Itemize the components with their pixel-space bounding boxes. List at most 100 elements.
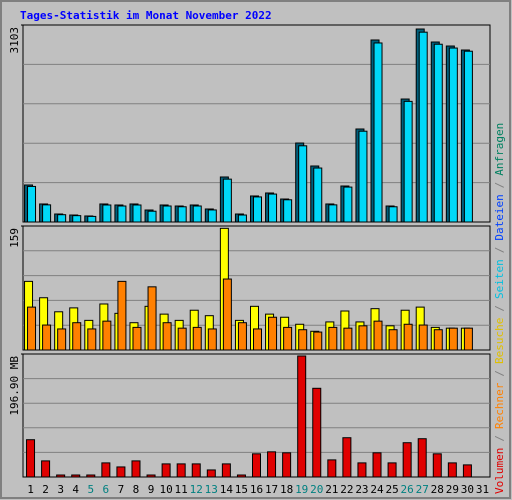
x-tick-label: 6: [103, 483, 110, 496]
legend-separator: /: [493, 305, 506, 312]
bar: [177, 327, 187, 351]
legend-separator: /: [493, 182, 506, 189]
legend-entry: Seiten: [493, 259, 506, 299]
legend-separator: /: [493, 247, 506, 254]
bar: [192, 326, 202, 351]
x-tick-label: 30: [461, 483, 474, 496]
bar: [206, 469, 216, 478]
bar: [358, 130, 368, 223]
bar: [117, 205, 127, 223]
y-tick-label: 3103: [8, 27, 21, 54]
x-tick-label: 5: [87, 483, 94, 496]
bar: [237, 322, 247, 351]
bar: [41, 460, 51, 478]
bar: [463, 50, 473, 223]
x-tick-label: 25: [385, 483, 398, 496]
x-tick-label: 13: [205, 483, 218, 496]
bar: [433, 43, 443, 223]
x-tick-label: 28: [431, 483, 444, 496]
bar: [102, 204, 112, 223]
bar: [463, 327, 473, 351]
legend-separator: /: [493, 370, 506, 377]
bar: [221, 463, 231, 478]
bar: [298, 145, 308, 223]
bar: [176, 463, 186, 478]
x-tick-label: 12: [190, 483, 203, 496]
x-tick-label: 9: [148, 483, 155, 496]
bar: [72, 322, 82, 351]
x-tick-label: 18: [280, 483, 293, 496]
x-tick-label: 22: [340, 483, 353, 496]
bar: [253, 196, 262, 223]
bar: [432, 453, 442, 478]
bar: [162, 205, 172, 223]
bar: [146, 474, 156, 478]
x-tick-label: 8: [133, 483, 140, 496]
bar: [252, 453, 261, 478]
legend: Volumen / Rechner / Besuche / Seiten / Dateien / A…: [493, 123, 506, 494]
x-tick-label: 21: [325, 483, 338, 496]
bar: [418, 324, 428, 351]
bar: [282, 452, 292, 478]
bar: [372, 452, 382, 478]
bar: [192, 205, 202, 223]
legend-entry: Besuche: [493, 318, 506, 364]
bar: [162, 322, 172, 351]
bar: [267, 451, 277, 478]
bar: [403, 323, 413, 351]
bar: [403, 100, 413, 223]
bar: [358, 325, 368, 351]
x-tick-label: 11: [175, 483, 188, 496]
x-tick-label: 20: [310, 483, 323, 496]
bar: [388, 329, 398, 351]
bar: [101, 462, 111, 478]
bar: [207, 328, 217, 351]
x-tick-label: 14: [220, 483, 234, 496]
bar: [357, 462, 367, 478]
bar: [373, 320, 383, 351]
x-tick-label: 16: [250, 483, 263, 496]
bar: [147, 286, 157, 351]
bar: [26, 439, 36, 478]
x-tick-label: 24: [370, 483, 384, 496]
x-tick-label: 27: [416, 483, 429, 496]
bar: [448, 47, 458, 223]
legend-entry: Anfragen: [493, 123, 506, 176]
bar: [57, 214, 67, 223]
x-tick-label: 15: [235, 483, 248, 496]
bar: [116, 466, 126, 478]
bar: [447, 462, 457, 478]
bar: [312, 387, 322, 478]
bar: [161, 463, 171, 478]
x-tick-label: 7: [118, 483, 125, 496]
bar: [131, 460, 141, 478]
bar: [283, 199, 293, 223]
bar: [207, 209, 217, 223]
bar: [72, 215, 82, 223]
bar: [27, 306, 37, 351]
bar: [298, 329, 308, 351]
bar: [191, 463, 201, 478]
bar: [42, 204, 52, 223]
legend-separator: /: [493, 435, 506, 442]
bar: [268, 316, 278, 351]
bar: [177, 206, 187, 223]
bar: [373, 42, 383, 223]
bar: [57, 328, 67, 351]
x-tick-label: 2: [42, 483, 49, 496]
bar: [222, 178, 232, 223]
bar: [222, 278, 232, 351]
bar: [102, 320, 112, 351]
bar: [87, 328, 97, 351]
bar: [328, 204, 338, 223]
bar: [433, 329, 443, 351]
bar: [297, 355, 307, 478]
x-tick-label: 10: [159, 483, 172, 496]
x-tick-label: 29: [446, 483, 459, 496]
x-tick-label: 23: [355, 483, 368, 496]
bar: [283, 326, 293, 351]
x-tick-label: 31: [476, 483, 489, 496]
bar: [327, 459, 337, 478]
